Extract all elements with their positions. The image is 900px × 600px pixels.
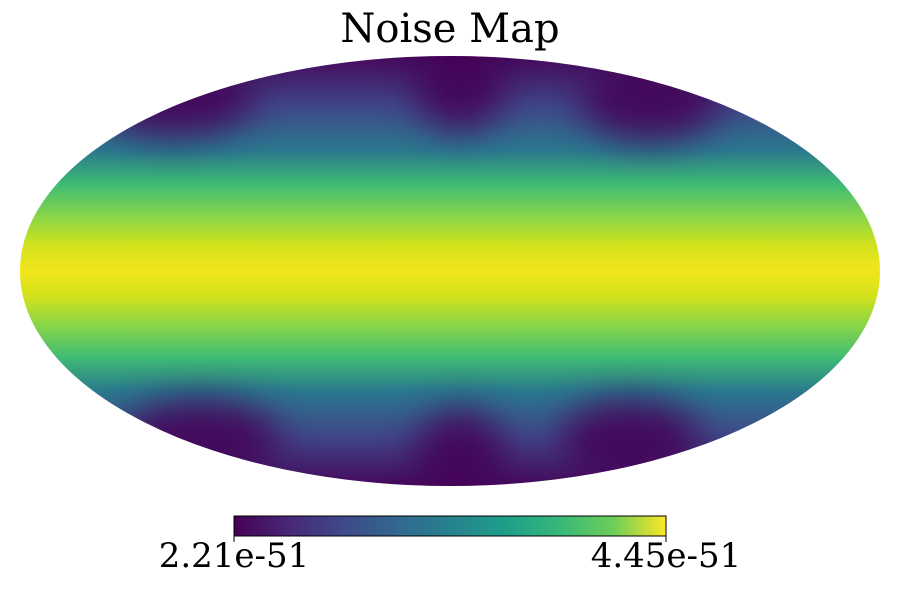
chart-title: Noise Map — [340, 6, 559, 52]
colorbar — [233, 515, 667, 537]
sky-map — [20, 56, 880, 486]
colorbar-tick-label: 2.21e-51 — [159, 536, 310, 576]
colorbar-tick-label: 4.45e-51 — [591, 536, 742, 576]
